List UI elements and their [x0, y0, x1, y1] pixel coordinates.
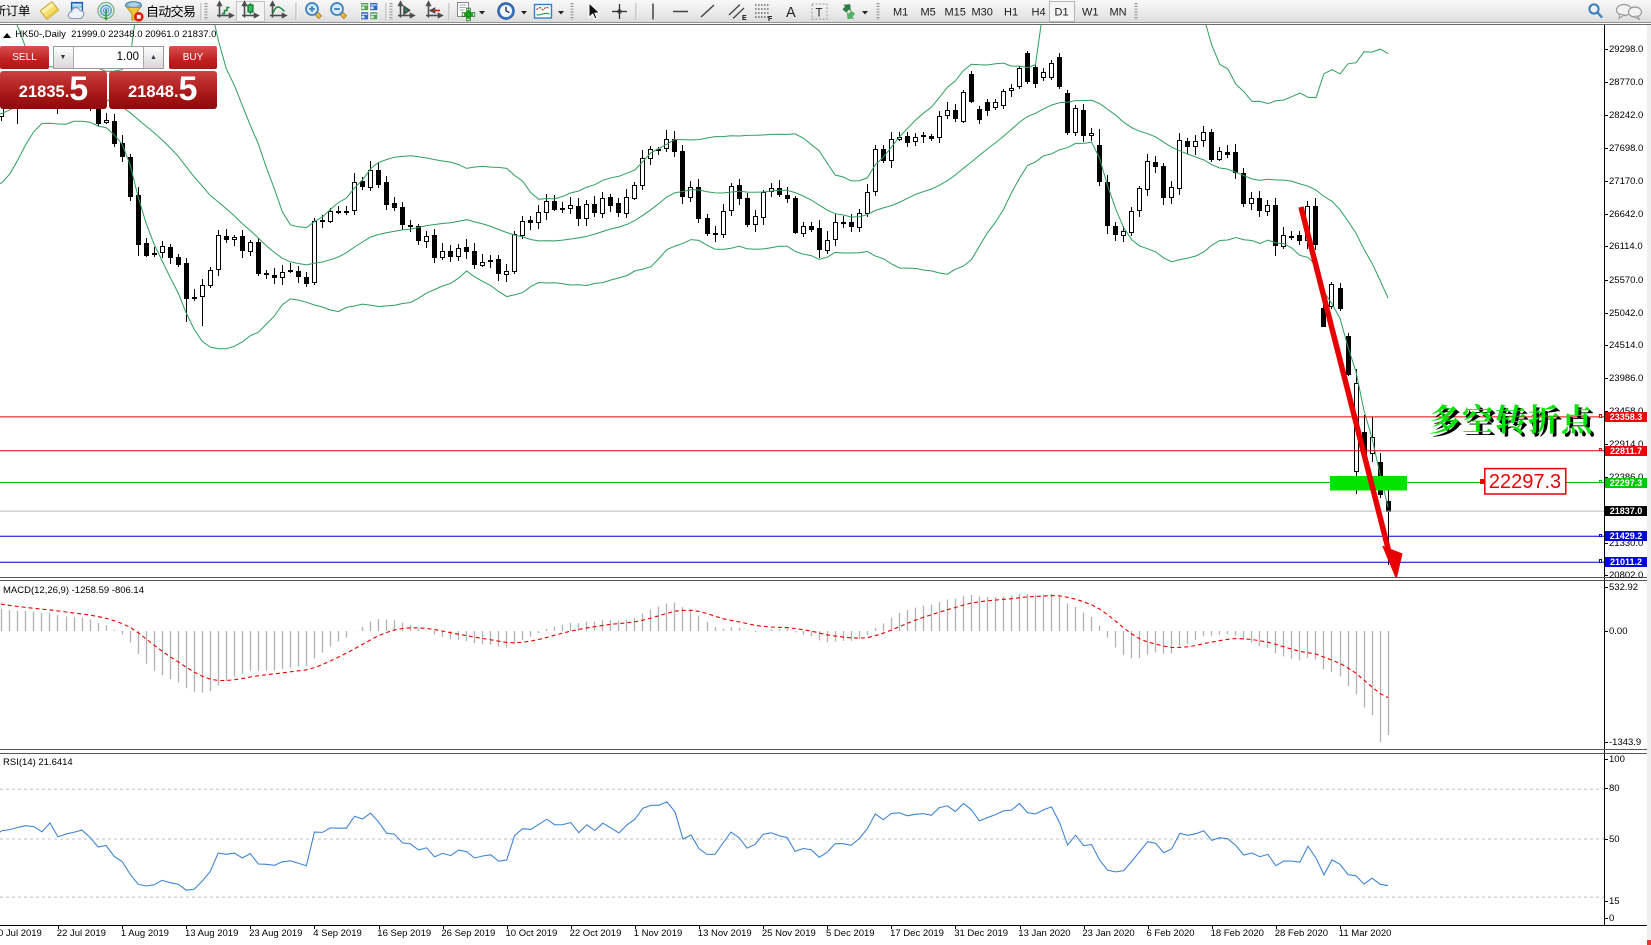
svg-text:H1: H1 — [1004, 7, 1018, 19]
svg-text:F: F — [768, 16, 773, 23]
svg-text:A: A — [786, 5, 796, 21]
svg-text:M1: M1 — [893, 7, 908, 19]
svg-text:M30: M30 — [972, 7, 993, 19]
svg-text:H4: H4 — [1032, 7, 1046, 19]
svg-text:T: T — [816, 8, 823, 20]
svg-text:M15: M15 — [945, 7, 966, 19]
svg-text:22297.3: 22297.3 — [1489, 471, 1561, 493]
svg-text:W1: W1 — [1082, 7, 1099, 19]
svg-text:M5: M5 — [921, 7, 936, 19]
svg-text:MN: MN — [1110, 7, 1127, 19]
svg-text:E: E — [742, 15, 747, 22]
svg-text:D1: D1 — [1055, 7, 1069, 19]
